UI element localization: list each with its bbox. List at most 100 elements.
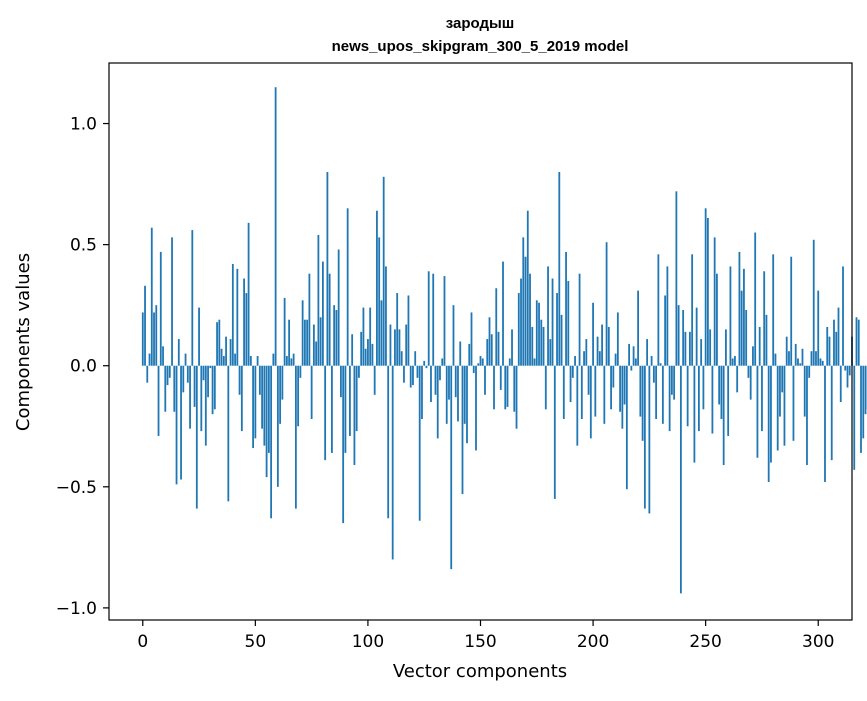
- bar-63: [284, 298, 286, 366]
- bar-62: [281, 366, 283, 400]
- bar-18: [182, 366, 184, 393]
- bar-56: [268, 366, 270, 453]
- bar-95: [356, 366, 358, 431]
- bar-202: [597, 337, 599, 366]
- bar-143: [464, 366, 466, 424]
- bar-86: [336, 310, 338, 366]
- x-tick-label-4: 200: [577, 632, 609, 652]
- bar-144: [466, 366, 468, 443]
- bar-2: [146, 366, 148, 383]
- bar-140: [457, 366, 459, 422]
- bar-175: [536, 300, 538, 365]
- bar-189: [567, 281, 569, 366]
- bar-23: [194, 366, 196, 407]
- bar-228: [655, 366, 657, 419]
- bar-116: [403, 366, 405, 383]
- bar-209: [612, 366, 614, 388]
- bar-286: [786, 337, 788, 366]
- x-tick-label-6: 300: [802, 632, 834, 652]
- bar-49: [252, 366, 254, 448]
- bar-66: [290, 358, 292, 365]
- bar-283: [779, 366, 781, 417]
- bar-257: [721, 366, 723, 419]
- bar-161: [504, 366, 506, 410]
- bar-314: [849, 366, 851, 376]
- bar-15: [176, 366, 178, 485]
- bar-173: [531, 327, 533, 366]
- bar-115: [401, 351, 403, 366]
- bar-34: [218, 320, 220, 366]
- bar-137: [450, 366, 452, 569]
- bar-91: [347, 208, 349, 365]
- bar-59: [275, 87, 277, 366]
- bar-241: [684, 332, 686, 366]
- bar-125: [423, 361, 425, 366]
- bar-261: [730, 266, 732, 365]
- bar-181: [549, 339, 551, 366]
- bar-216: [628, 344, 630, 366]
- bar-121: [414, 351, 416, 366]
- bar-307: [833, 320, 835, 366]
- bar-96: [358, 366, 360, 378]
- bar-226: [651, 356, 653, 366]
- bar-135: [446, 366, 448, 424]
- bar-306: [831, 366, 833, 460]
- bar-242: [687, 366, 689, 427]
- bar-46: [245, 293, 247, 366]
- bar-159: [500, 366, 502, 390]
- bar-3: [149, 354, 151, 366]
- bar-163: [509, 358, 511, 365]
- bar-61: [279, 366, 281, 424]
- bar-156: [493, 366, 495, 410]
- bar-129: [432, 274, 434, 366]
- bar-17: [180, 366, 182, 480]
- bar-309: [838, 308, 840, 366]
- bar-225: [648, 366, 650, 514]
- bar-195: [581, 366, 583, 419]
- bar-94: [354, 366, 356, 465]
- bar-230: [660, 363, 662, 365]
- bar-246: [696, 308, 698, 366]
- bar-53: [261, 366, 263, 429]
- bar-227: [653, 366, 655, 383]
- bar-110: [390, 325, 392, 366]
- bar-122: [417, 366, 419, 378]
- bar-320: [862, 366, 864, 439]
- bar-219: [635, 358, 637, 365]
- bar-249: [702, 366, 704, 410]
- bar-231: [662, 366, 664, 424]
- x-tick-label-0: 0: [137, 632, 148, 652]
- bar-81: [324, 366, 326, 460]
- bar-106: [381, 300, 383, 365]
- bar-180: [547, 266, 549, 365]
- bar-211: [617, 312, 619, 365]
- bar-224: [646, 339, 648, 366]
- bar-107: [383, 177, 385, 366]
- bar-76: [313, 325, 315, 366]
- bar-271: [752, 346, 754, 365]
- bar-108: [385, 266, 387, 365]
- bar-206: [606, 242, 608, 366]
- bar-278: [768, 366, 770, 482]
- bar-215: [626, 366, 628, 490]
- bar-200: [592, 303, 594, 366]
- bar-289: [793, 366, 795, 441]
- bar-151: [482, 358, 484, 365]
- bar-103: [374, 366, 376, 395]
- bar-182: [552, 279, 554, 366]
- bar-84: [331, 366, 333, 453]
- bar-264: [736, 366, 738, 393]
- bar-177: [540, 320, 542, 366]
- bar-312: [844, 366, 846, 371]
- bar-212: [619, 366, 621, 412]
- bar-272: [754, 233, 756, 366]
- bar-229: [657, 254, 659, 365]
- bar-193: [576, 366, 578, 446]
- bar-54: [263, 366, 265, 446]
- bar-85: [333, 305, 335, 366]
- bar-82: [326, 172, 328, 366]
- bar-223: [644, 366, 646, 509]
- bar-270: [750, 366, 752, 400]
- bar-72: [304, 320, 306, 366]
